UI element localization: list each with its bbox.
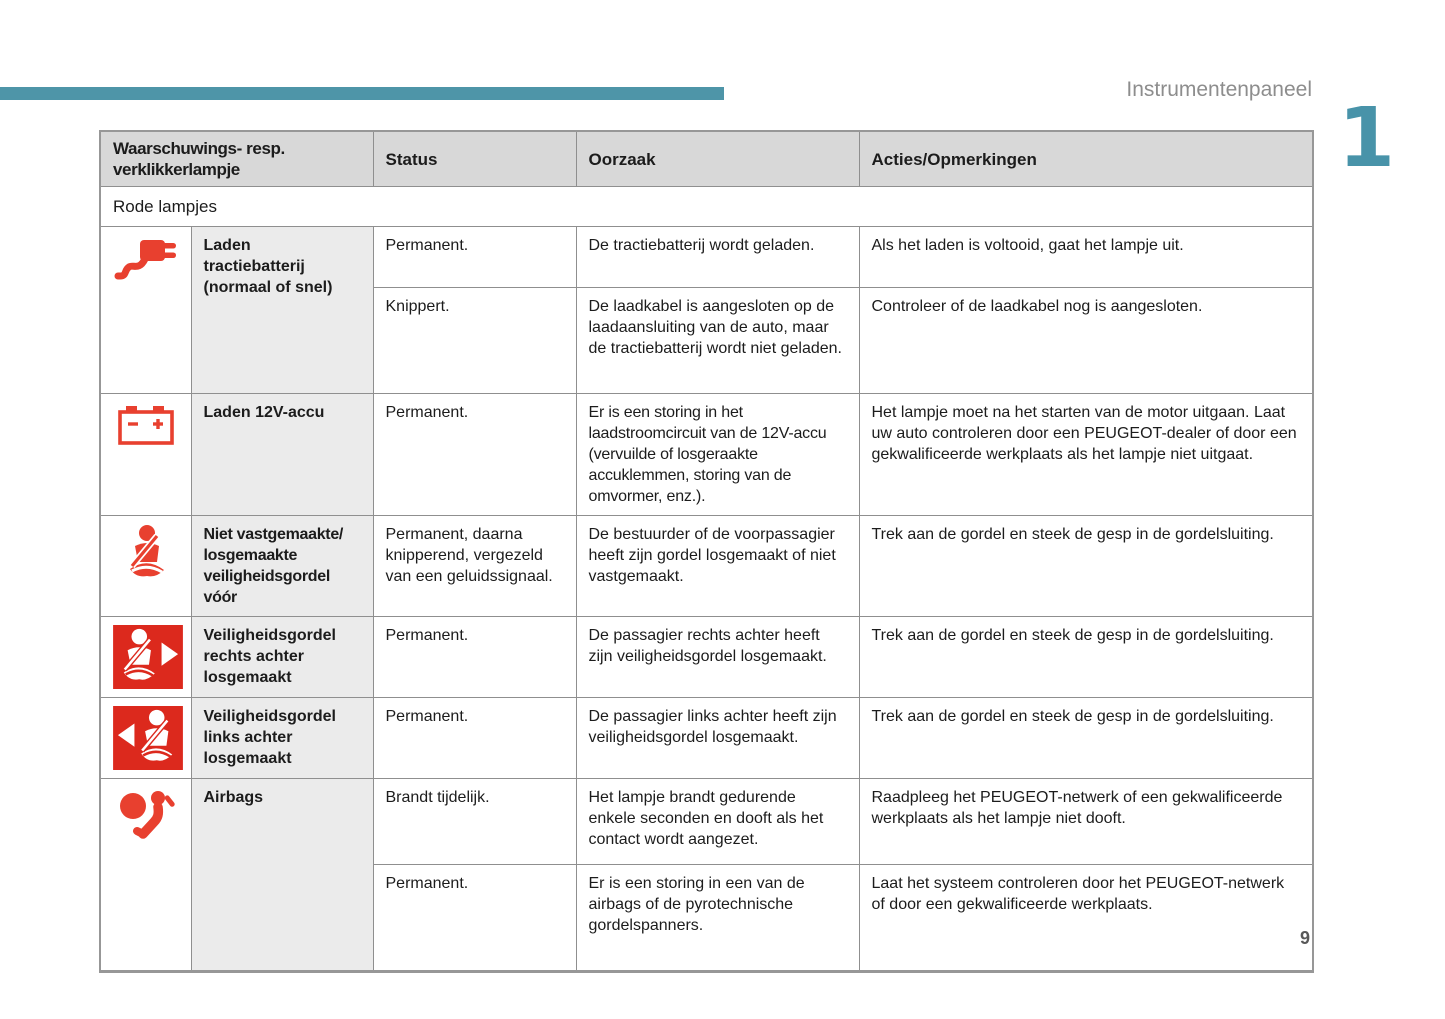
cause-cell: De bestuurder of de voorpassagier heeft … [575, 515, 860, 617]
header-status: Status [372, 130, 577, 187]
status-cell: Permanent. [372, 616, 577, 698]
running-header: Instrumentenpaneel [1126, 78, 1312, 101]
cause-cell: Het lampje brandt gedurende enkele secon… [575, 778, 860, 865]
header-cause: Oorzaak [575, 130, 860, 187]
lamp-label: Veiligheidsgordel links achter losgemaak… [190, 697, 374, 779]
lamp-label: Veiligheidsgordel rechts achter losgemaa… [190, 616, 374, 698]
action-cell: Controleer of de laadkabel nog is aanges… [858, 287, 1314, 394]
action-cell: Als het laden is voltooid, gaat het lamp… [858, 226, 1314, 288]
table-row: Permanent. Er is een storing in een van … [100, 864, 1314, 972]
airbag-icon [99, 778, 192, 972]
seatbelt-front-icon [99, 515, 192, 617]
action-cell: Laat het systeem controleren door het PE… [858, 864, 1314, 972]
section-row: Rode lampjes [99, 186, 1314, 227]
table-row: Niet vastgemaakte/ losgemaakte veilighei… [99, 515, 1314, 617]
warning-lamps-table: Waarschuwings- resp. verklikkerlampje St… [99, 130, 1314, 973]
chapter-tab: 1 [1338, 91, 1396, 186]
cause-cell: De tractiebatterij wordt geladen. [575, 226, 860, 288]
lamp-label: Niet vastgemaakte/ losgemaakte veilighei… [190, 515, 374, 617]
action-cell: Raadpleeg het PEUGEOT-netwerk of een gek… [858, 778, 1314, 865]
cause-cell: De passagier links achter heeft zijn vei… [575, 697, 860, 779]
charging-plug-icon [99, 226, 192, 394]
cause-cell: Er is een storing in een van de airbags … [575, 864, 860, 972]
table-row: Knippert. De laadkabel is aangesloten op… [100, 287, 1314, 394]
cause-cell: De laadkabel is aangesloten op de laadaa… [575, 287, 860, 394]
table-header-row: Waarschuwings- resp. verklikkerlampje St… [99, 130, 1314, 187]
table-row: Airbags Brandt tijdelijk. Het lampje bra… [99, 778, 1314, 972]
battery-icon [99, 393, 192, 516]
table-row: Laden 12V-accu Permanent. Er is een stor… [99, 393, 1314, 516]
status-cell: Permanent. [372, 697, 577, 779]
seatbelt-rear-right-icon [99, 616, 192, 698]
seatbelt-rear-left-icon [99, 697, 192, 779]
section-label: Rode lampjes [99, 186, 1314, 227]
action-cell: Het lampje moet na het starten van de mo… [858, 393, 1314, 516]
status-cell: Permanent. [372, 393, 577, 516]
header-lamp: Waarschuwings- resp. verklikkerlampje [99, 130, 374, 187]
accent-bar [0, 87, 724, 100]
status-cell: Knippert. [372, 287, 577, 394]
cause-cell: Er is een storing in het laadstroomcircu… [575, 393, 860, 516]
cause-cell: De passagier rechts achter heeft zijn ve… [575, 616, 860, 698]
status-cell: Brandt tijdelijk. [372, 778, 577, 865]
table-row: Laden tractiebatterij (normaal of snel) … [99, 226, 1314, 394]
status-cell: Permanent, daarna knipperend, vergezeld … [372, 515, 577, 617]
action-cell: Trek aan de gordel en steek de gesp in d… [858, 616, 1314, 698]
page-number: 9 [1299, 928, 1310, 948]
action-cell: Trek aan de gordel en steek de gesp in d… [858, 697, 1314, 779]
status-cell: Permanent. [372, 864, 577, 972]
action-cell: Trek aan de gordel en steek de gesp in d… [858, 515, 1314, 617]
header-actions: Acties/Opmerkingen [858, 130, 1314, 187]
lamp-label: Airbags [190, 778, 374, 972]
table-row: Veiligheidsgordel rechts achter losgemaa… [99, 616, 1314, 698]
lamp-label: Laden tractiebatterij (normaal of snel) [190, 226, 374, 394]
lamp-label: Laden 12V-accu [190, 393, 374, 516]
status-cell: Permanent. [372, 226, 577, 288]
table-row: Veiligheidsgordel links achter losgemaak… [99, 697, 1314, 779]
